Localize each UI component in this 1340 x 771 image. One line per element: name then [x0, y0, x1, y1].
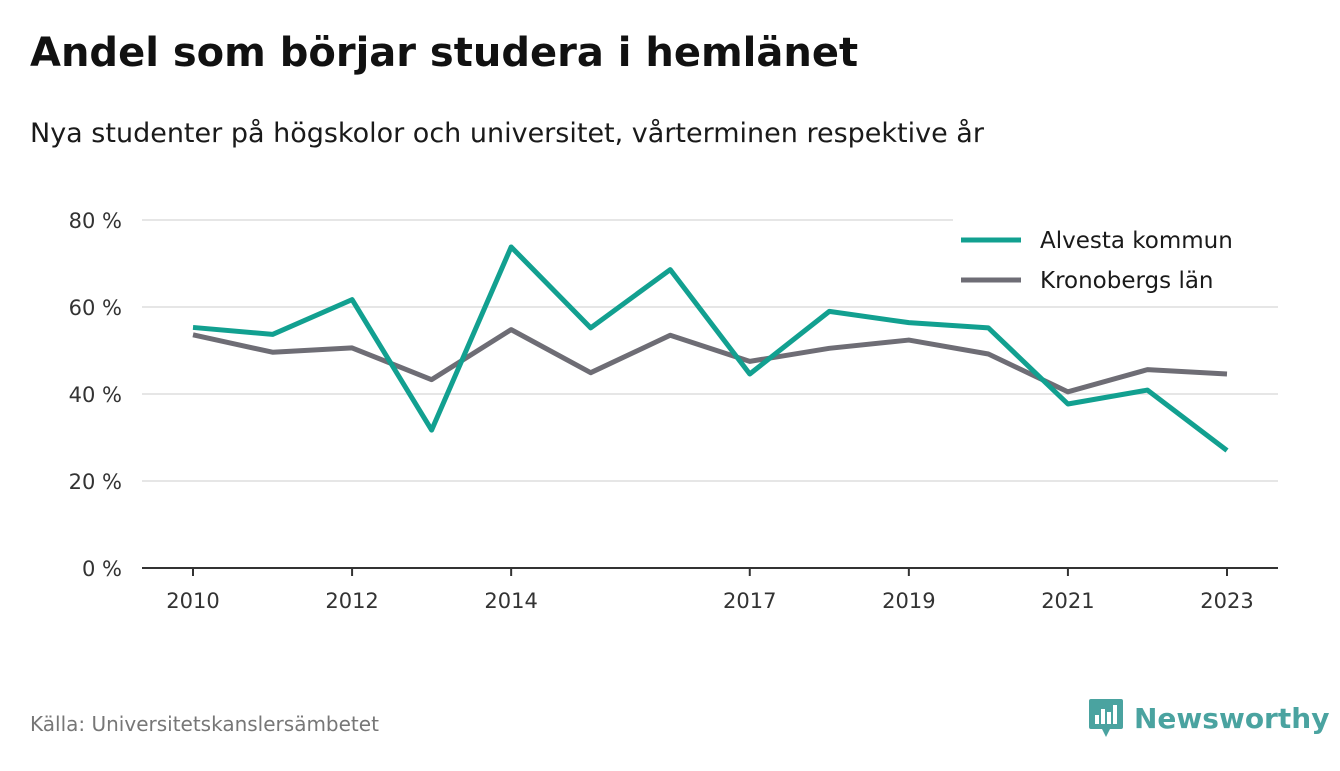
source-note: Källa: Universitetskanslersämbetet — [30, 712, 379, 736]
x-tick-label: 2017 — [723, 589, 776, 613]
legend-label: Kronobergs län — [1040, 268, 1214, 294]
x-tick-label: 2012 — [325, 589, 378, 613]
y-axis-ticks: 0 % 20 % 40 % 60 % 80 % — [69, 209, 122, 581]
x-tick-label: 2010 — [166, 589, 219, 613]
legend-box — [953, 218, 1278, 306]
chart-title: Andel som börjar studera i hemlänet — [30, 30, 859, 76]
y-tick-label: 40 % — [69, 383, 122, 407]
x-tick-label: 2021 — [1041, 589, 1094, 613]
newsworthy-logo-icon — [1089, 699, 1123, 737]
series-line-0 — [192, 244, 1229, 453]
chart-subtitle: Nya studenter på högskolor och universit… — [30, 118, 984, 149]
series-line-1 — [192, 327, 1228, 395]
series-lines — [192, 244, 1229, 453]
x-tick-label: 2023 — [1200, 589, 1253, 613]
x-tick-label: 2014 — [484, 589, 537, 613]
x-axis: 2010 2012 2014 2017 2019 2021 2023 — [142, 567, 1278, 613]
x-tick-label: 2019 — [882, 589, 935, 613]
y-tick-label: 60 % — [69, 296, 122, 320]
legend: Alvesta kommun Kronobergs län — [953, 218, 1278, 306]
y-tick-label: 80 % — [69, 209, 122, 233]
y-tick-label: 0 % — [82, 557, 122, 581]
y-tick-label: 20 % — [69, 470, 122, 494]
legend-label: Alvesta kommun — [1040, 228, 1233, 254]
brand-logo: Newsworthy — [1088, 697, 1329, 739]
brand-name: Newsworthy — [1134, 701, 1330, 735]
